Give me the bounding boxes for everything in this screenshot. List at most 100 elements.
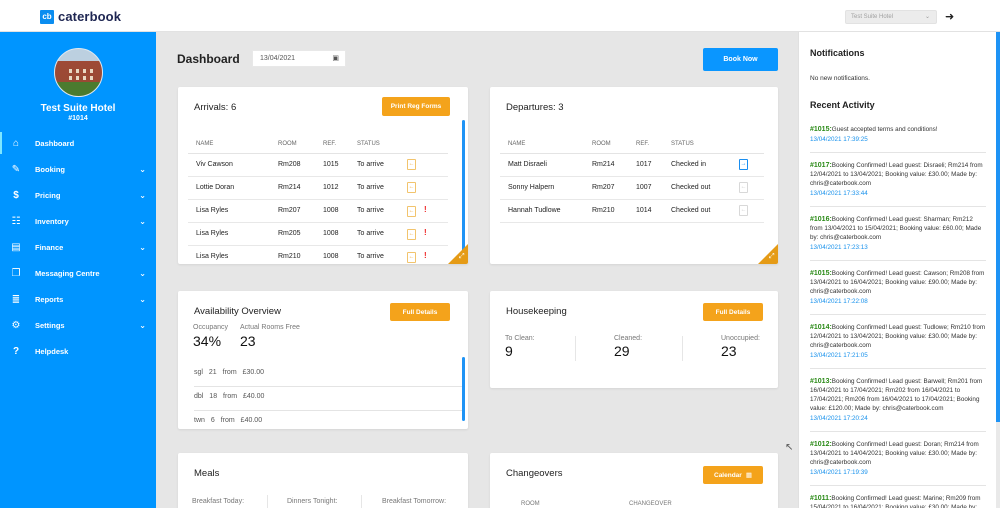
- table-row[interactable]: Lottie Doran Rm214 1012 To arrive ←: [188, 176, 448, 200]
- alert-icon: !: [424, 250, 427, 260]
- departures-card: Departures: 3 NAME ROOM REF. STATUS Matt…: [490, 87, 778, 264]
- sidebar-item-reports[interactable]: ≣ Reports ⌄: [0, 286, 156, 312]
- chevron-down-icon: ⌄: [139, 164, 146, 174]
- table-row[interactable]: Lisa Ryles Rm210 1008 To arrive ←!: [188, 245, 448, 264]
- expand-icon: ⤢: [769, 253, 775, 260]
- calendar-icon[interactable]: ▣: [332, 55, 339, 62]
- check-in-icon[interactable]: ←: [407, 205, 416, 217]
- activity-time: 13/04/2021 17:20:24: [810, 415, 868, 422]
- booking-ref-link[interactable]: 1014: [636, 199, 671, 223]
- sidebar-item-helpdesk[interactable]: ? Helpdesk: [0, 338, 156, 364]
- sidebar-item-label: Settings: [35, 320, 65, 330]
- activity-booking-link[interactable]: #1013:: [810, 378, 832, 385]
- inventory-icon: ☷: [11, 215, 21, 227]
- meals-card: Meals Breakfast Today: Dinners Tonight: …: [178, 453, 468, 508]
- guest-name: Lisa Ryles: [188, 222, 278, 246]
- hotel-select[interactable]: Test Suite Hotel ⌄: [845, 10, 937, 24]
- booking-ref-link[interactable]: 1007: [636, 176, 671, 200]
- booking-ref-link[interactable]: 1012: [323, 176, 357, 200]
- activity-booking-link[interactable]: #1011:: [810, 495, 832, 502]
- booking-ref-link[interactable]: 1017: [636, 153, 671, 177]
- panel-scrollbar-track[interactable]: [996, 422, 1000, 508]
- guest-name: Hannah Tudlowe: [500, 199, 592, 223]
- activity-booking-link[interactable]: #1015:: [810, 270, 832, 277]
- availability-full-details-button[interactable]: Full Details: [390, 303, 450, 321]
- table-row[interactable]: Viv Cawson Rm208 1015 To arrive ←: [188, 153, 448, 177]
- messaging-icon: ❐: [11, 267, 21, 279]
- table-row[interactable]: Matt Disraeli Rm214 1017 Checked in →: [500, 153, 764, 177]
- activity-list: #1015:Guest accepted terms and condition…: [810, 125, 986, 508]
- check-in-icon[interactable]: ←: [407, 251, 416, 263]
- sidebar-item-settings[interactable]: ⚙ Settings ⌄: [0, 312, 156, 338]
- resize-handle[interactable]: ⤢: [448, 244, 468, 264]
- print-reg-forms-button[interactable]: Print Reg Forms: [382, 97, 450, 116]
- check-in-icon[interactable]: ←: [407, 182, 416, 193]
- hotel-avatar: [54, 48, 103, 97]
- housekeeping-card: Housekeeping Full Details To Clean: 9 Cl…: [490, 291, 778, 388]
- chevron-down-icon: ⌄: [139, 320, 146, 330]
- booking-ref-link[interactable]: 1008: [323, 245, 357, 264]
- arrivals-scrollbar[interactable]: [462, 120, 465, 260]
- table-row[interactable]: Lisa Ryles Rm205 1008 To arrive ←!: [188, 222, 448, 246]
- column-header: ROOM: [521, 501, 540, 507]
- column-header: REF.: [323, 135, 357, 154]
- room: Rm207: [592, 176, 636, 200]
- to-clean-label: To Clean:: [505, 335, 535, 342]
- activity-item: #1015:Guest accepted terms and condition…: [810, 125, 986, 153]
- top-bar: cb caterbook Test Suite Hotel ⌄ ➜: [0, 0, 1000, 32]
- pricing-icon: $: [13, 189, 19, 201]
- sidebar-item-inventory[interactable]: ☷ Inventory ⌄: [0, 208, 156, 234]
- status: To arrive: [357, 176, 407, 200]
- notifications-title: Notifications: [810, 48, 865, 58]
- caterbook-logo[interactable]: cb caterbook: [40, 9, 121, 24]
- table-row[interactable]: Lisa Ryles Rm207 1008 To arrive ←!: [188, 199, 448, 223]
- room-type-row: dbl 18 from £40.00: [194, 387, 464, 411]
- sidebar-item-pricing[interactable]: $ Pricing ⌄: [0, 182, 156, 208]
- table-row[interactable]: Hannah Tudlowe Rm210 1014 Checked out ←: [500, 199, 764, 223]
- sidebar-item-label: Finance: [35, 242, 64, 252]
- status: To arrive: [357, 245, 407, 264]
- booking-ref-link[interactable]: 1008: [323, 199, 357, 223]
- activity-booking-link[interactable]: #1016:: [810, 216, 832, 223]
- sidebar-item-label: Reports: [35, 294, 64, 304]
- activity-booking-link[interactable]: #1017:: [810, 162, 832, 169]
- sidebar-item-dashboard[interactable]: ⌂ Dashboard: [0, 130, 156, 156]
- logout-icon[interactable]: ➜: [945, 11, 955, 23]
- calendar-button[interactable]: Calendar ▦: [703, 466, 763, 484]
- hotel-select-value: Test Suite Hotel: [851, 14, 894, 20]
- check-out-icon[interactable]: →: [739, 159, 748, 170]
- status: Checked in: [671, 153, 739, 177]
- guest-name: Viv Cawson: [188, 153, 278, 177]
- check-in-icon[interactable]: ←: [407, 228, 416, 240]
- sidebar-item-finance[interactable]: ▤ Finance ⌄: [0, 234, 156, 260]
- hotel-name: Test Suite Hotel: [40, 103, 116, 114]
- availability-scrollbar[interactable]: [462, 357, 465, 421]
- table-row[interactable]: Sonny Halpern Rm207 1007 Checked out ←: [500, 176, 764, 200]
- book-now-button[interactable]: Book Now: [703, 48, 778, 71]
- sidebar: Test Suite Hotel #1014 ⌂ Dashboard ✎ Boo…: [0, 32, 156, 508]
- column-header: ROOM: [278, 135, 323, 154]
- activity-booking-link[interactable]: #1015:: [810, 126, 832, 133]
- status: Checked out: [671, 199, 739, 223]
- date-value: 13/04/2021: [260, 55, 296, 62]
- activity-booking-link[interactable]: #1014:: [810, 324, 832, 331]
- activity-booking-link[interactable]: #1012:: [810, 441, 832, 448]
- sidebar-item-messaging-centre[interactable]: ❐ Messaging Centre ⌄: [0, 260, 156, 286]
- resize-handle[interactable]: ⤢: [758, 244, 778, 264]
- occupancy-label: Occupancy: [193, 324, 229, 331]
- sidebar-item-label: Pricing: [35, 190, 61, 200]
- date-picker-input[interactable]: 13/04/2021 ▣: [252, 50, 346, 67]
- booking-ref-link[interactable]: 1008: [323, 222, 357, 246]
- housekeeping-full-details-button[interactable]: Full Details: [703, 303, 763, 321]
- activity-time: 13/04/2021 17:33:44: [810, 190, 868, 197]
- guest-name: Lisa Ryles: [188, 199, 278, 223]
- sidebar-item-booking[interactable]: ✎ Booking ⌄: [0, 156, 156, 182]
- availability-card: Availability Overview Full Details Occup…: [178, 291, 468, 429]
- check-in-icon[interactable]: ←: [407, 159, 416, 170]
- chevron-down-icon: ⌄: [139, 216, 146, 226]
- panel-scrollbar-thumb[interactable]: [996, 32, 1000, 422]
- room: Rm208: [278, 153, 323, 177]
- booking-ref-link[interactable]: 1015: [323, 153, 357, 177]
- chevron-down-icon: ⌄: [924, 14, 930, 20]
- activity-time: 13/04/2021 17:19:39: [810, 469, 868, 476]
